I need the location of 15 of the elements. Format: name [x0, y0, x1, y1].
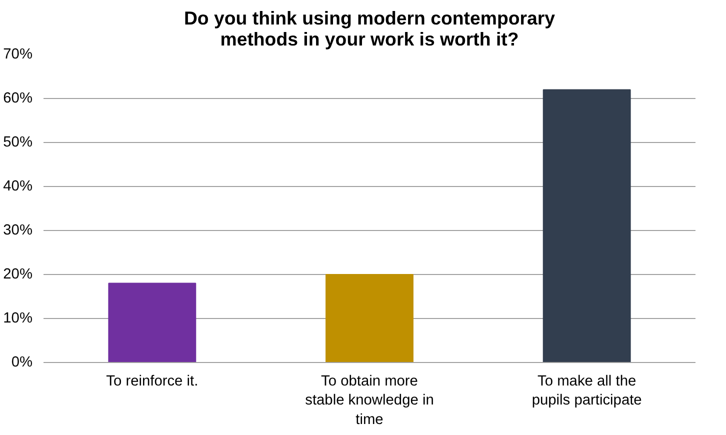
y-tick-label: 0%: [11, 354, 33, 370]
y-tick-label: 60%: [3, 90, 33, 106]
x-tick-label: To obtain more stable knowledge in time: [305, 374, 434, 428]
chart-title: Do you think using modern contemporary methods in your work is worth it?: [184, 8, 556, 50]
x-tick-label: To make all the pupils participate: [532, 374, 642, 409]
bar: [108, 282, 196, 362]
y-tick-label: 10%: [3, 310, 33, 326]
y-tick-label: 30%: [3, 222, 33, 238]
y-tick-label: 70%: [3, 46, 33, 62]
bar: [326, 274, 414, 362]
x-tick-label: To reinforce it.: [106, 374, 198, 390]
bar: [542, 89, 631, 362]
y-tick-label: 50%: [3, 134, 33, 150]
y-tick-label: 20%: [3, 266, 33, 282]
y-tick-label: 40%: [3, 178, 33, 194]
